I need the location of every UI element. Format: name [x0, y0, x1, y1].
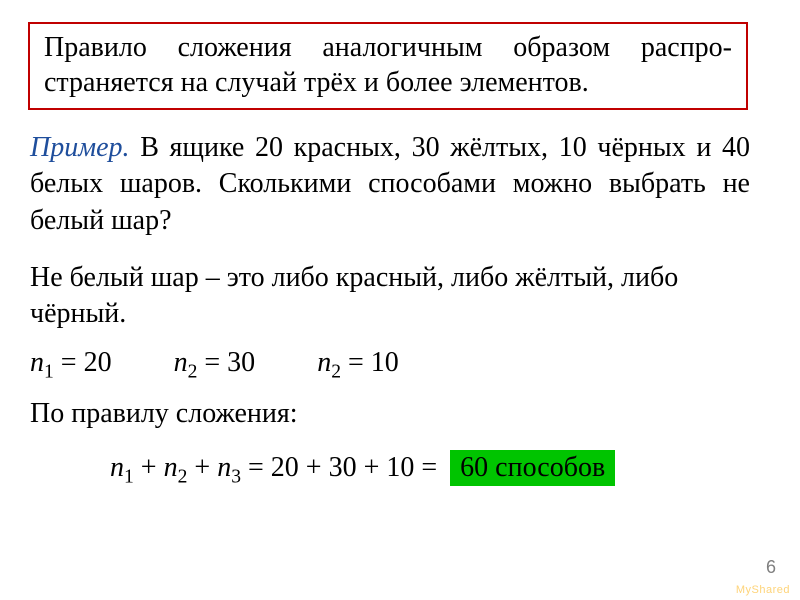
values-row: n1 = 20 n2 = 30 n2 = 10	[30, 345, 750, 385]
rule-text: Правило сложения аналогичным образом рас…	[44, 32, 732, 98]
example-label: Пример.	[30, 132, 130, 163]
answer-box: 60 способов	[450, 450, 615, 486]
n2-val: = 30	[197, 347, 255, 378]
rule-box: Правило сложения аналогичным образом рас…	[28, 22, 748, 110]
page-number: 6	[766, 557, 776, 578]
nonwhite-text: Не белый шар – это либо красный, либо жё…	[30, 260, 750, 333]
slide: Правило сложения аналогичным образом рас…	[0, 0, 800, 600]
formula: n1 + n2 + n3 = 20 + 30 + 10 = 60 способо…	[110, 450, 615, 489]
f-plus2: +	[187, 452, 217, 483]
f-sub3: 3	[231, 467, 241, 488]
n1-sub: 1	[44, 362, 54, 383]
f-sub2: 2	[178, 467, 188, 488]
watermark: MyShared	[736, 584, 790, 596]
f-rhs: = 20 + 30 + 10 =	[241, 452, 444, 483]
f-n3: n	[217, 452, 231, 483]
n1-var: n	[30, 347, 44, 378]
f-n1: n	[110, 452, 124, 483]
example-paragraph: Пример. В ящике 20 красных, 30 жёлтых, 1…	[30, 130, 750, 239]
n3-val: = 10	[341, 347, 399, 378]
by-rule-text: По правилу сложения:	[30, 398, 750, 430]
formula-row: n1 + n2 + n3 = 20 + 30 + 10 = 60 способо…	[30, 450, 750, 489]
f-plus1: +	[134, 452, 164, 483]
n2-sub: 2	[188, 362, 198, 383]
n3-var: n	[317, 347, 331, 378]
f-n2: n	[164, 452, 178, 483]
example-text: В ящике 20 красных, 30 жёлтых, 10 чёрных…	[30, 132, 750, 236]
n3-sub: 2	[331, 362, 341, 383]
f-sub1: 1	[124, 467, 134, 488]
n2-var: n	[174, 347, 188, 378]
n1-val: = 20	[54, 347, 112, 378]
